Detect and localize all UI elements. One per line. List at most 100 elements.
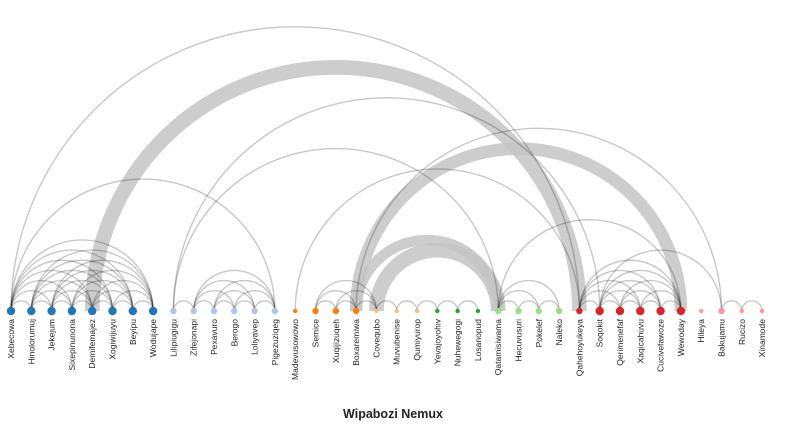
node-muvubenise[interactable] — [394, 308, 399, 314]
node-label-losanopud: Losanopud — [473, 319, 483, 361]
node-qahehoyukeya[interactable] — [576, 307, 583, 315]
node-label-nuhewegogi: Nuhewegogi — [453, 319, 463, 366]
link-arc-berogo-pigezuziqeg — [233, 290, 276, 312]
link-arc-hinolorumuj-beyipu — [30, 259, 134, 312]
node-label-wodujape: Wodujape — [148, 319, 158, 357]
link-arc-jekejum-beyipu — [50, 269, 134, 312]
node-xogiwijuyu[interactable] — [108, 306, 117, 316]
node-label-qatamisiwama: Qatamisiwama — [493, 319, 503, 375]
node-wodujape[interactable] — [148, 306, 158, 316]
link-arc-xaqicahuvu-wewoday — [639, 290, 682, 312]
node-label-wewoday: Wewoday — [676, 318, 686, 356]
node-pokelef[interactable] — [535, 307, 542, 315]
node-covequbo[interactable] — [374, 308, 379, 314]
node-label-yevajoyohiv: Yevajoyohiv — [432, 318, 442, 364]
link-arc-xebecowa-sixepinunona — [10, 279, 73, 312]
node-nuhewegogi[interactable] — [455, 308, 460, 314]
node-semice[interactable] — [312, 307, 319, 315]
link-arc-soqokit-wewoday — [599, 269, 682, 312]
node-bakujamu[interactable] — [718, 307, 725, 315]
link-arc-hinolorumuj-xogiwijuyu — [30, 269, 114, 312]
node-zifejonapi[interactable] — [190, 307, 197, 315]
node-sixepinunona[interactable] — [67, 306, 77, 316]
node-soqokit[interactable] — [595, 306, 604, 316]
link-arc-semice-boxaremiwa — [314, 290, 357, 312]
labels-layer: Xebecowa Hinolorumuj Jekejum Sixepinunona De… — [6, 318, 767, 380]
node-cucivefawoze[interactable] — [656, 306, 665, 316]
link-arc-muvubenise-qumiyurop — [396, 300, 418, 312]
node-pexavuro[interactable] — [210, 307, 218, 315]
node-xinamode[interactable] — [759, 308, 765, 314]
node-hinolorumuj[interactable] — [27, 306, 36, 316]
node-label-xogiwijuyu: Xogiwijuyu — [108, 319, 118, 360]
link-arc-soqokit-xaqicahuvu — [599, 290, 641, 312]
link-arc-hinolorumuj-sixepinunona — [30, 290, 73, 312]
link-arc-rucizo-xinamode — [741, 300, 763, 312]
node-beyipu[interactable] — [128, 306, 137, 316]
link-arc-semice-covequbo — [314, 279, 378, 312]
node-xebecowa[interactable] — [6, 306, 16, 316]
link-arc-xebecowa-qahehoyukeya — [10, 26, 581, 312]
node-berogo[interactable] — [231, 307, 238, 315]
link-arc-pexavuro-berogo — [213, 300, 235, 312]
link-arc-qerimenefaf-cucivefawoze — [619, 290, 662, 312]
link-arc-boxaremiwa-qatamisiwama — [350, 234, 504, 312]
node-losanopud[interactable] — [475, 308, 481, 314]
link-arc-qahehoyukeya-cucivefawoze — [578, 269, 662, 312]
node-boxaremiwa[interactable] — [352, 307, 360, 315]
link-arc-qahehoyukeya-xaqicahuvu — [578, 279, 641, 312]
link-arc-sixepinunona-xogiwijuyu — [71, 290, 114, 312]
node-label-qumiyurop: Qumiyurop — [412, 319, 422, 361]
link-arc-xebecowa-demifemajez — [10, 269, 93, 312]
node-label-bakujamu: Bakujamu — [717, 319, 727, 357]
link-arc-soqokit-bakujamu — [599, 249, 723, 312]
node-lilipiugigu[interactable] — [170, 307, 177, 315]
node-label-pexavuro: Pexavuro — [209, 319, 219, 355]
link-arc-zifejonapi-loliyavep — [193, 279, 256, 312]
node-qumiyurop[interactable] — [414, 308, 420, 314]
link-arc-hinolorumuj-demifemajez — [30, 279, 93, 312]
node-xuqijizuqeh[interactable] — [332, 307, 339, 315]
diagram-title: Wipabozi Nemux — [343, 407, 443, 421]
node-label-qerimenefaf: Qerimenefaf — [615, 318, 625, 365]
link-arc-xuqijizuqeh-boxaremiwa — [335, 300, 357, 312]
node-pigezuziqeg[interactable] — [271, 307, 279, 315]
node-label-semice: Semice — [311, 319, 321, 348]
node-madevusowowo[interactable] — [293, 308, 298, 314]
link-arc-jekejum-demifemajez — [50, 290, 93, 312]
node-label-xinamode: Xinamode — [757, 319, 767, 358]
node-label-pigezuziqeg: Pigezuziqeg — [270, 319, 280, 366]
node-label-demifemajez: Demifemajez — [87, 319, 97, 369]
link-arc-covequbo-muvubenise — [375, 300, 398, 312]
node-wewoday[interactable] — [676, 306, 686, 316]
link-arc-nuhewegogi-losanopud — [456, 300, 479, 312]
link-arc-semice-xuqijizuqeh — [314, 300, 337, 312]
node-loliyavep[interactable] — [251, 307, 258, 315]
node-label-sixepinunona: Sixepinunona — [67, 319, 77, 371]
node-jekejum[interactable] — [47, 306, 56, 316]
node-qerimenefaf[interactable] — [615, 306, 625, 316]
node-label-xaqicahuvu: Xaqicahuvu — [635, 319, 645, 364]
node-rucizo[interactable] — [739, 308, 744, 314]
node-demifemajez[interactable] — [88, 306, 97, 316]
link-arc-qatamisiwama-naleko — [497, 279, 560, 312]
link-arc-hinolorumuj-wodujape — [30, 249, 154, 312]
node-label-hileya: Hileya — [696, 319, 706, 343]
node-hileya[interactable] — [699, 308, 704, 314]
node-label-qahehoyukeya: Qahehoyukeya — [574, 319, 584, 376]
link-arc-demifemajez-wodujape — [91, 279, 154, 312]
link-arc-xebecowa-xogiwijuyu — [10, 259, 114, 312]
link-arc-pexavuro-pigezuziqeg — [213, 279, 276, 312]
link-arc-pexavuro-loliyavep — [213, 290, 256, 312]
node-label-hecuvusuri: Hecuvusuri — [514, 319, 524, 362]
node-yevajoyohiv[interactable] — [435, 308, 440, 314]
link-arc-hecuvusuri-pokelef — [517, 300, 540, 312]
link-arc-zifejonapi-pexavuro — [193, 300, 215, 312]
link-arc-jekejum-wodujape — [50, 259, 154, 312]
node-naleko[interactable] — [555, 307, 563, 315]
node-hecuvusuri[interactable] — [515, 307, 522, 315]
node-xaqicahuvu[interactable] — [636, 306, 645, 316]
node-qatamisiwama[interactable] — [495, 307, 502, 315]
link-arc-xuqijizuqeh-covequbo — [335, 290, 378, 312]
node-label-loliyavep: Loliyavep — [250, 319, 260, 355]
